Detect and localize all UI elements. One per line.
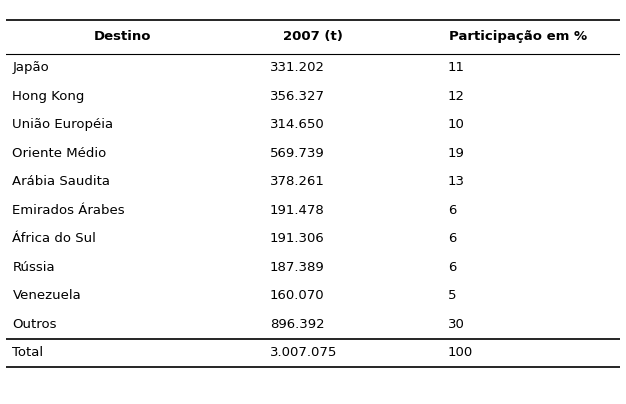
Text: União Européia: União Européia [13,118,113,131]
Text: Participação em %: Participação em % [449,30,588,43]
Text: Outros: Outros [13,318,57,331]
Text: Destino: Destino [94,30,151,43]
Text: 12: 12 [448,90,465,103]
Text: 160.070: 160.070 [270,289,325,302]
Text: 569.739: 569.739 [270,147,325,160]
Text: 13: 13 [448,175,465,188]
Text: 11: 11 [448,61,465,74]
Text: 191.306: 191.306 [270,232,325,245]
Text: Hong Kong: Hong Kong [13,90,85,103]
Text: Total: Total [13,346,44,359]
Text: 6: 6 [448,204,456,217]
Text: África do Sul: África do Sul [13,232,96,245]
Text: 6: 6 [448,232,456,245]
Text: 3.007.075: 3.007.075 [270,346,337,359]
Text: 100: 100 [448,346,473,359]
Text: 314.650: 314.650 [270,118,325,131]
Text: 378.261: 378.261 [270,175,325,188]
Text: 10: 10 [448,118,465,131]
Text: 356.327: 356.327 [270,90,325,103]
Text: 191.478: 191.478 [270,204,325,217]
Text: 187.389: 187.389 [270,261,325,274]
Text: 331.202: 331.202 [270,61,325,74]
Text: Oriente Médio: Oriente Médio [13,147,106,160]
Text: Emirados Árabes: Emirados Árabes [13,204,125,217]
Text: 19: 19 [448,147,465,160]
Text: 896.392: 896.392 [270,318,325,331]
Text: Venezuela: Venezuela [13,289,81,302]
Text: Rússia: Rússia [13,261,55,274]
Text: 30: 30 [448,318,465,331]
Text: 2007 (t): 2007 (t) [283,30,343,43]
Text: Japão: Japão [13,61,49,74]
Text: 6: 6 [448,261,456,274]
Text: 5: 5 [448,289,456,302]
Text: Arábia Saudita: Arábia Saudita [13,175,110,188]
